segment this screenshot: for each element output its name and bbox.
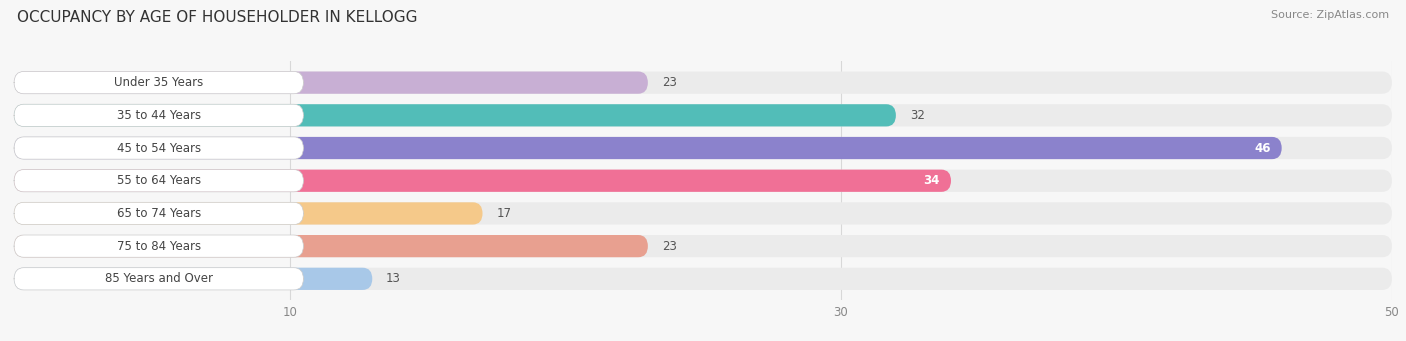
Text: 23: 23 — [662, 76, 676, 89]
FancyBboxPatch shape — [14, 202, 482, 224]
Text: 32: 32 — [910, 109, 925, 122]
FancyBboxPatch shape — [14, 72, 1392, 94]
Text: 34: 34 — [924, 174, 941, 187]
FancyBboxPatch shape — [14, 137, 1282, 159]
Text: 17: 17 — [496, 207, 512, 220]
FancyBboxPatch shape — [14, 104, 1392, 127]
Text: 85 Years and Over: 85 Years and Over — [104, 272, 212, 285]
FancyBboxPatch shape — [14, 268, 304, 290]
FancyBboxPatch shape — [14, 137, 304, 159]
FancyBboxPatch shape — [14, 235, 1392, 257]
FancyBboxPatch shape — [14, 169, 1392, 192]
Text: 13: 13 — [387, 272, 401, 285]
FancyBboxPatch shape — [14, 137, 1392, 159]
Text: 46: 46 — [1254, 142, 1271, 154]
FancyBboxPatch shape — [14, 202, 1392, 224]
FancyBboxPatch shape — [14, 72, 648, 94]
Text: 35 to 44 Years: 35 to 44 Years — [117, 109, 201, 122]
FancyBboxPatch shape — [14, 169, 950, 192]
Text: OCCUPANCY BY AGE OF HOUSEHOLDER IN KELLOGG: OCCUPANCY BY AGE OF HOUSEHOLDER IN KELLO… — [17, 10, 418, 25]
Text: 55 to 64 Years: 55 to 64 Years — [117, 174, 201, 187]
FancyBboxPatch shape — [14, 104, 304, 127]
FancyBboxPatch shape — [14, 235, 648, 257]
FancyBboxPatch shape — [14, 169, 304, 192]
FancyBboxPatch shape — [14, 72, 304, 94]
Text: Under 35 Years: Under 35 Years — [114, 76, 204, 89]
FancyBboxPatch shape — [14, 235, 304, 257]
FancyBboxPatch shape — [14, 202, 304, 224]
FancyBboxPatch shape — [14, 268, 373, 290]
Text: 23: 23 — [662, 240, 676, 253]
Text: Source: ZipAtlas.com: Source: ZipAtlas.com — [1271, 10, 1389, 20]
Text: 65 to 74 Years: 65 to 74 Years — [117, 207, 201, 220]
FancyBboxPatch shape — [14, 268, 1392, 290]
FancyBboxPatch shape — [14, 104, 896, 127]
Text: 45 to 54 Years: 45 to 54 Years — [117, 142, 201, 154]
Text: 75 to 84 Years: 75 to 84 Years — [117, 240, 201, 253]
